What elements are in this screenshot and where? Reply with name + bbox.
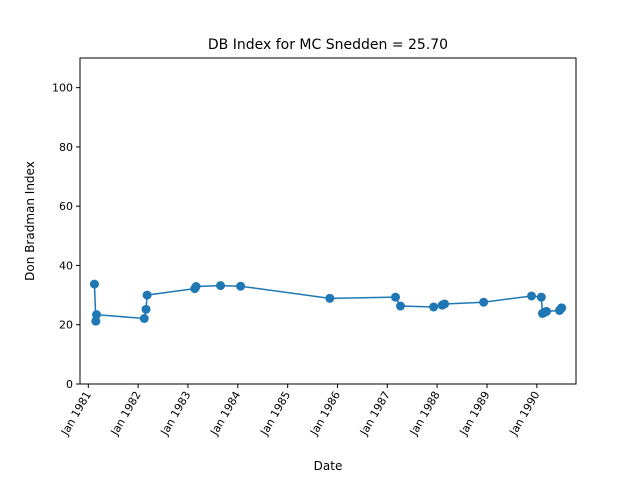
series-line xyxy=(93,284,563,322)
data-point-11 xyxy=(325,293,335,303)
data-point-9 xyxy=(216,281,226,291)
data-point-10 xyxy=(236,281,246,291)
y-tick-label: 20 xyxy=(59,319,73,332)
y-tick-label: 40 xyxy=(59,259,73,272)
data-point-12 xyxy=(390,292,400,302)
data-point-13 xyxy=(396,301,406,311)
data-point-16 xyxy=(440,299,450,309)
x-tick-label: Jan 1981 xyxy=(58,389,94,438)
x-tick-label: Jan 1988 xyxy=(407,389,443,438)
y-axis-label: Don Bradman Index xyxy=(23,161,37,281)
y-tick-label: 60 xyxy=(59,200,73,213)
data-point-18 xyxy=(527,291,537,301)
x-axis-label: Date xyxy=(314,459,343,473)
x-axis: Jan 1981 Jan 1982 Jan 1983 Jan 1984 Jan 1985… xyxy=(58,384,542,438)
x-tick-label: Jan 1985 xyxy=(257,389,293,438)
data-point-1 xyxy=(89,279,99,289)
plot-area xyxy=(89,279,567,326)
y-tick-label: 100 xyxy=(52,82,73,95)
x-tick-label: Jan 1984 xyxy=(207,389,243,438)
x-tick-label: Jan 1982 xyxy=(108,389,144,438)
data-point-5 xyxy=(141,304,151,314)
data-point-4 xyxy=(139,314,149,323)
x-tick-label: Jan 1987 xyxy=(357,389,393,438)
x-tick-label: Jan 1990 xyxy=(506,389,542,438)
data-point-23 xyxy=(542,306,552,316)
x-tick-label: Jan 1986 xyxy=(307,389,343,438)
y-tick-label: 0 xyxy=(66,378,73,391)
x-tick-label: Jan 1983 xyxy=(158,389,194,438)
data-point-26 xyxy=(557,303,567,313)
plot-frame xyxy=(79,57,577,385)
data-point-3 xyxy=(92,310,102,320)
x-tick-label: Jan 1989 xyxy=(457,389,493,438)
data-point-14 xyxy=(429,302,439,312)
data-point-19 xyxy=(536,292,546,302)
data-point-17 xyxy=(479,297,489,307)
data-point-6 xyxy=(142,290,152,300)
y-axis: 0 20 40 60 80 100 xyxy=(52,82,80,391)
data-point-2 xyxy=(91,316,101,326)
y-tick-label: 80 xyxy=(59,141,73,154)
data-point-8 xyxy=(191,282,201,291)
chart-title: DB Index for MC Snedden = 25.70 xyxy=(208,37,448,53)
